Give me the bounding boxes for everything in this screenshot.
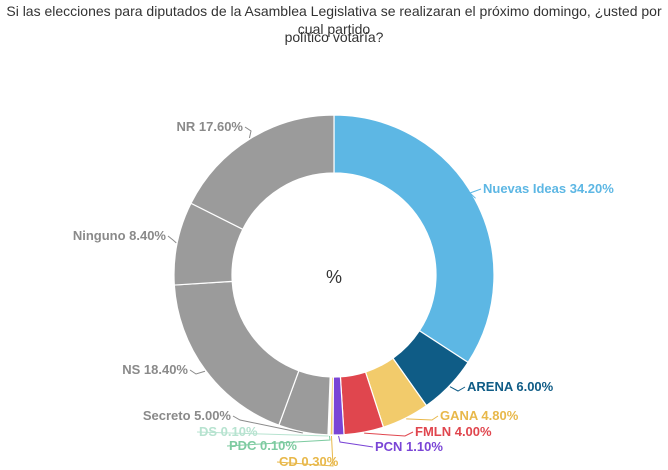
leader-line-secreto <box>232 415 303 434</box>
chart-title-line2: político votaría? <box>284 29 384 45</box>
leader-line-pdc <box>226 435 331 447</box>
leader-line-cd <box>276 435 334 467</box>
chart-title-line1: Si las elecciones para diputados de la A… <box>6 3 662 37</box>
slice-label-arena: ARENA 6.00% <box>467 379 554 394</box>
slice-label-nuevas-ideas: Nuevas Ideas 34.20% <box>483 181 614 196</box>
leader-line-nuevas-ideas <box>469 188 482 199</box>
center-label: % <box>326 267 342 287</box>
leader-line-ninguno <box>167 235 177 244</box>
slice-label-ns: NS 18.40% <box>122 362 188 377</box>
slice-label-ninguno: Ninguno 8.40% <box>73 228 167 243</box>
slice-label-gana: GANA 4.80% <box>440 408 519 423</box>
leader-line-gana <box>406 415 439 421</box>
leader-line-nr <box>244 126 252 139</box>
leader-line-fmln <box>364 431 414 437</box>
slice-nr[interactable] <box>190 114 335 231</box>
slice-label-cd: CD 0.30% <box>279 454 339 469</box>
leader-line-ds <box>196 431 329 437</box>
slice-label-pdc: PDC 0.10% <box>229 438 297 453</box>
slice-label-ds: DS 0.10% <box>199 424 258 439</box>
leader-line-ns <box>189 369 206 375</box>
slice-label-fmln: FMLN 4.00% <box>415 424 492 439</box>
slice-label-secreto: Secreto 5.00% <box>143 408 232 423</box>
slice-nuevas-ideas[interactable] <box>333 114 495 364</box>
slice-label-nr: NR 17.60% <box>177 119 244 134</box>
slice-label-pcn: PCN 1.10% <box>375 439 443 454</box>
leader-line-arena <box>449 386 466 392</box>
leader-line-pcn <box>338 435 374 448</box>
slice-ns[interactable] <box>173 280 300 426</box>
